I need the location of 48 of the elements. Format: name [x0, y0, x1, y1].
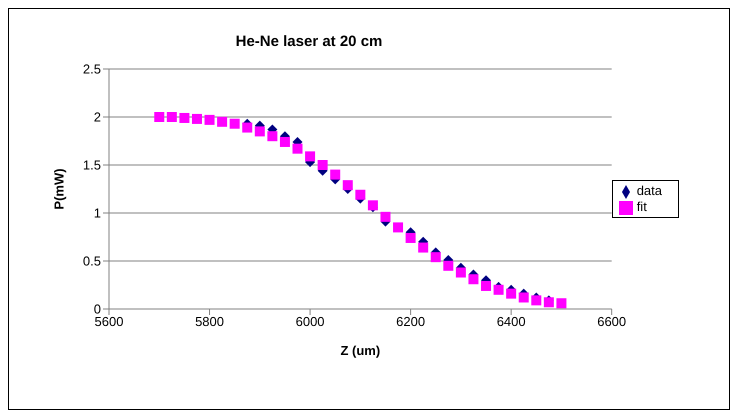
point	[506, 288, 516, 299]
point	[318, 160, 328, 170]
legend-label: data	[636, 183, 662, 198]
y-tick-label: 1	[94, 206, 101, 221]
point	[280, 136, 290, 147]
x-tick-label: 6200	[396, 314, 426, 330]
point	[380, 212, 390, 222]
y-tick-label: 2	[94, 110, 101, 125]
point	[342, 180, 353, 190]
y-tick-label: 0	[94, 302, 101, 317]
point	[418, 242, 428, 253]
point	[406, 232, 416, 243]
point	[481, 280, 492, 291]
point	[518, 292, 529, 302]
x-tick-label: 5800	[195, 314, 224, 330]
point	[204, 114, 215, 125]
point	[192, 114, 202, 124]
point	[494, 284, 504, 295]
x-tick-label: 5600	[94, 314, 124, 330]
point	[267, 131, 278, 142]
point	[179, 112, 190, 123]
point	[556, 298, 566, 308]
x-tick-label: 6000	[296, 314, 325, 330]
point	[355, 190, 366, 200]
point	[305, 151, 316, 162]
point	[292, 144, 303, 154]
point	[468, 274, 478, 284]
point	[443, 260, 454, 271]
x-tick-label: 6600	[597, 314, 626, 330]
point	[217, 116, 228, 127]
point	[242, 122, 252, 133]
point	[531, 295, 542, 306]
chart-title: He-Ne laser at 20 cm	[234, 33, 384, 50]
y-tick-label: 2.5	[82, 62, 101, 77]
point	[393, 222, 404, 232]
point	[230, 118, 240, 129]
x-tick-label: 6400	[496, 314, 526, 330]
y-tick-label: 1.5	[82, 158, 101, 173]
point	[154, 112, 164, 122]
point	[430, 252, 441, 262]
point	[456, 268, 466, 278]
point	[330, 170, 340, 180]
y-tick-label: 0.5	[82, 254, 101, 269]
y-axis-title: P(mW)	[52, 168, 67, 210]
x-axis-title: Z (um)	[340, 343, 380, 358]
point	[254, 126, 265, 136]
point	[166, 112, 177, 122]
legend-label: fit	[636, 199, 647, 214]
